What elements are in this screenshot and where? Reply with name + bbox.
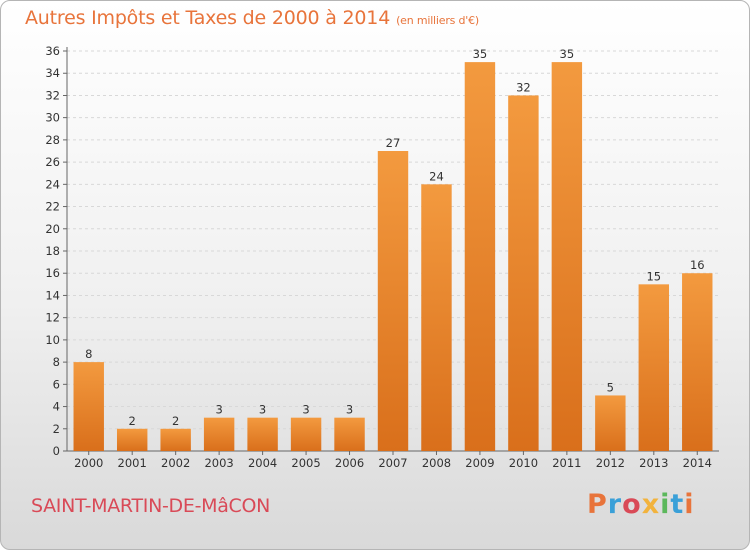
bar-2001 (116, 428, 148, 451)
chart-title-text: Autres Impôts et Taxes de 2000 à 2014 (25, 7, 391, 29)
bar-2005 (290, 417, 322, 451)
x-tick-label-2008: 2008 (422, 456, 451, 470)
y-tick-label: 4 (53, 400, 60, 414)
x-tick-label-2003: 2003 (204, 456, 233, 470)
y-tick-label: 26 (45, 155, 60, 169)
data-label-2006: 3 (346, 403, 353, 417)
logo-letter: o (622, 489, 642, 520)
y-tick-label: 34 (45, 66, 60, 80)
x-tick-label-2004: 2004 (248, 456, 277, 470)
logo-letter: r (607, 489, 623, 520)
data-label-2001: 2 (129, 414, 136, 428)
data-label-2000: 8 (85, 347, 92, 361)
x-tick-labels: 2000 2001 2002 2003 2004 2005 2006 2007 2008 2009… (74, 456, 712, 470)
bar-2012 (595, 395, 626, 451)
y-tick-label: 18 (45, 244, 60, 258)
bar-2002 (160, 428, 191, 451)
x-tick-label-2012: 2012 (596, 456, 625, 470)
y-tick-label: 10 (45, 333, 60, 347)
data-label-2004: 3 (259, 403, 266, 417)
x-tick-label-2014: 2014 (683, 456, 712, 470)
y-tick-label: 28 (45, 133, 60, 147)
city-name: SAINT-MARTIN-DE-MâCON (31, 495, 271, 517)
y-tick-label: 8 (53, 355, 60, 369)
proxiti-logo: Proxiti (587, 489, 695, 520)
bars (73, 62, 713, 452)
y-tick-label: 32 (45, 88, 60, 102)
data-labels: 8 2 2 3 3 3 3 27 24 35 32 35 5 15 16 (85, 47, 705, 428)
bar-2010 (508, 95, 539, 451)
logo-letter: t (670, 489, 685, 520)
y-tick-label: 16 (45, 266, 60, 280)
x-tick-label-2009: 2009 (465, 456, 494, 470)
y-tick-label: 36 (45, 44, 60, 58)
y-tick-label: 20 (45, 222, 60, 236)
bar-2009 (464, 62, 496, 451)
data-label-2009: 35 (473, 47, 488, 61)
y-tick-label: 30 (45, 111, 60, 125)
data-label-2007: 27 (386, 136, 401, 150)
data-label-2013: 15 (646, 269, 661, 283)
bar-2003 (203, 417, 235, 451)
y-tick-label: 14 (45, 288, 60, 302)
x-tick-label-2005: 2005 (291, 456, 320, 470)
logo-letter: P (587, 489, 608, 520)
data-label-2010: 32 (516, 80, 531, 94)
bar-2007 (377, 151, 409, 451)
logo-letter: i (684, 489, 695, 520)
x-tick-label-2002: 2002 (161, 456, 190, 470)
data-label-2003: 3 (215, 403, 222, 417)
logo-letter: i (660, 489, 671, 520)
y-tick-label: 2 (53, 422, 60, 436)
bar-2004 (247, 417, 278, 451)
logo-letter: x (641, 489, 661, 520)
y-tick-label: 24 (45, 177, 60, 191)
x-tick-label-2013: 2013 (639, 456, 668, 470)
x-tick-label-2006: 2006 (335, 456, 364, 470)
y-tick-label: 12 (45, 311, 60, 325)
data-label-2008: 24 (429, 169, 444, 183)
x-tick-label-2000: 2000 (74, 456, 103, 470)
chart-unit-label: (en milliers d'€) (396, 14, 479, 27)
bar-2013 (638, 284, 670, 451)
bar-2008 (421, 184, 452, 452)
bar-2014 (682, 273, 713, 451)
y-tick-label: 6 (53, 377, 60, 391)
x-tick-label-2010: 2010 (509, 456, 538, 470)
bar-2006 (334, 417, 365, 451)
x-tick-label-2011: 2011 (552, 456, 581, 470)
data-label-2014: 16 (690, 258, 705, 272)
data-label-2012: 5 (607, 380, 614, 394)
data-label-2005: 3 (302, 403, 309, 417)
bar-2011 (551, 62, 583, 451)
x-tick-label-2001: 2001 (118, 456, 147, 470)
y-tick-label: 0 (53, 444, 60, 458)
data-label-2002: 2 (172, 414, 179, 428)
chart-title: Autres Impôts et Taxes de 2000 à 2014 (en… (25, 7, 479, 29)
y-tick-label: 22 (45, 200, 60, 214)
x-tick-label-2007: 2007 (378, 456, 407, 470)
data-label-2011: 35 (560, 47, 575, 61)
bar-2000 (73, 362, 104, 451)
